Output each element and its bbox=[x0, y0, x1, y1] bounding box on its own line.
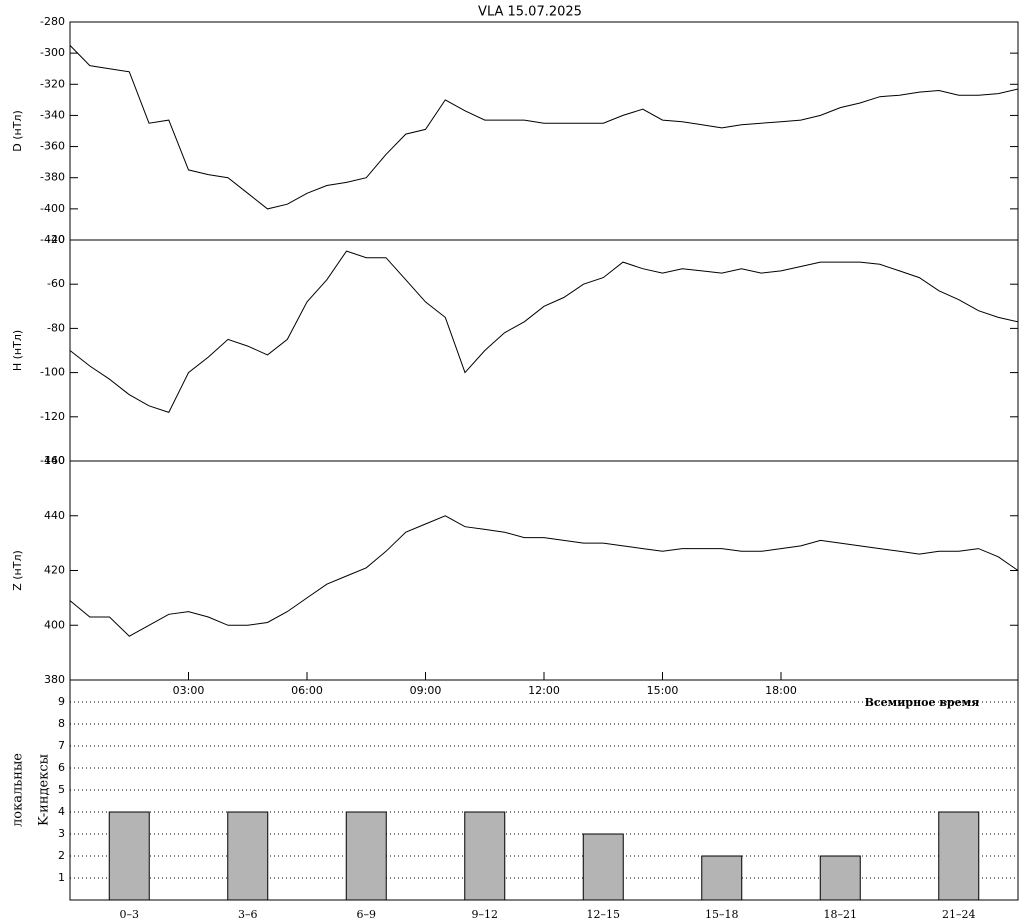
x-tick-label: 03:00 bbox=[173, 684, 205, 697]
bar bbox=[108, 811, 150, 901]
x-tick-label: 12:00 bbox=[528, 684, 560, 697]
chart-title: VLA 15.07.2025 bbox=[478, 5, 582, 20]
x-tick-label: 15–18 bbox=[705, 908, 739, 921]
y-tick-label: -140 bbox=[40, 454, 65, 467]
y-tick-label: 1 bbox=[58, 871, 65, 884]
y-axis-label: K-индексы bbox=[37, 754, 52, 826]
y-tick-label: 420 bbox=[44, 564, 65, 577]
y-tick-label: 8 bbox=[58, 717, 65, 730]
y-tick-label: -100 bbox=[40, 366, 65, 379]
y-tick-label: 380 bbox=[44, 673, 65, 686]
y-tick-label: -60 bbox=[47, 277, 65, 290]
y-tick-label: 400 bbox=[44, 618, 65, 631]
y-tick-label: -80 bbox=[47, 321, 65, 334]
x-tick-label: 09:00 bbox=[410, 684, 442, 697]
x-tick-label: 3–6 bbox=[238, 908, 258, 921]
bar bbox=[819, 855, 861, 901]
x-tick-label: 12–15 bbox=[587, 908, 621, 921]
y-tick-label: 6 bbox=[58, 761, 65, 774]
y-tick-label: 7 bbox=[58, 739, 65, 752]
y-tick-label: -340 bbox=[40, 108, 65, 121]
y-tick-label: -40 bbox=[47, 233, 65, 246]
bar bbox=[701, 855, 743, 901]
y-tick-label: -400 bbox=[40, 202, 65, 215]
y-tick-label: -320 bbox=[40, 77, 65, 90]
y-tick-label: -360 bbox=[40, 140, 65, 153]
plot-frame bbox=[69, 460, 1019, 681]
x-tick-label: 18:00 bbox=[765, 684, 797, 697]
y-axis-label: локальные bbox=[11, 753, 26, 827]
y-axis-label: H (нТл) bbox=[11, 330, 24, 371]
y-tick-label: 5 bbox=[58, 783, 65, 796]
y-tick-label: -280 bbox=[40, 15, 65, 28]
x-tick-label: 18–21 bbox=[824, 908, 858, 921]
x-tick-label: 9–12 bbox=[472, 908, 499, 921]
y-tick-label: -300 bbox=[40, 46, 65, 59]
plot-frame bbox=[69, 679, 1019, 901]
y-tick-label: -420 bbox=[40, 233, 65, 246]
plot-frame bbox=[69, 21, 1019, 241]
y-tick-label: 3 bbox=[58, 827, 65, 840]
y-tick-label: 440 bbox=[44, 509, 65, 522]
plot-frame bbox=[69, 239, 1019, 462]
x-tick-label: 0–3 bbox=[120, 908, 140, 921]
data-line bbox=[69, 250, 1019, 414]
data-line bbox=[69, 515, 1019, 637]
y-axis-label: Z (нТл) bbox=[11, 550, 24, 591]
y-tick-label: -380 bbox=[40, 171, 65, 184]
bar bbox=[938, 811, 980, 901]
x-tick-label: 06:00 bbox=[291, 684, 323, 697]
y-tick-label: 9 bbox=[58, 695, 65, 708]
y-axis-label: D (нТл) bbox=[11, 110, 24, 152]
bar bbox=[345, 811, 387, 901]
y-tick-label: 2 bbox=[58, 849, 65, 862]
x-tick-label: 15:00 bbox=[647, 684, 679, 697]
y-tick-label: -120 bbox=[40, 410, 65, 423]
y-tick-label: 460 bbox=[44, 454, 65, 467]
x-tick-label: 6–9 bbox=[357, 908, 377, 921]
x-tick-label: 21–24 bbox=[942, 908, 976, 921]
bar bbox=[227, 811, 269, 901]
data-line bbox=[69, 45, 1019, 210]
bar bbox=[582, 833, 624, 901]
y-tick-label: 4 bbox=[58, 805, 65, 818]
bar bbox=[464, 811, 506, 901]
